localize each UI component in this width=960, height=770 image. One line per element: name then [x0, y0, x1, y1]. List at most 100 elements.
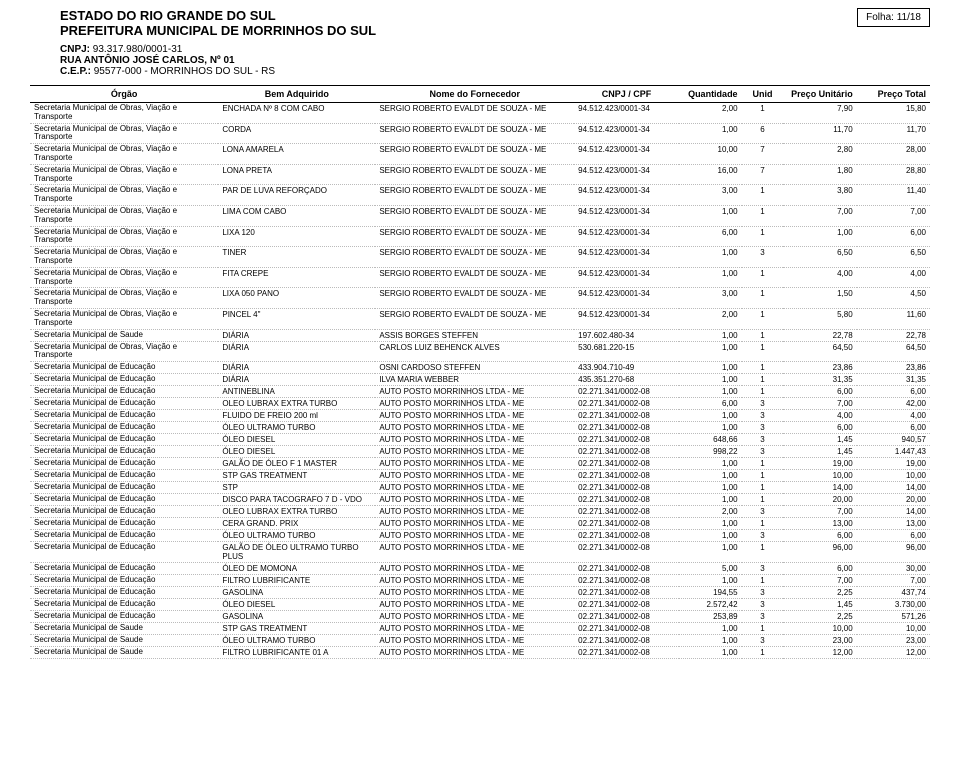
cell-unid: 1: [742, 267, 784, 288]
cell-bem: ÓLEO DE MOMONA: [218, 563, 375, 575]
cell-pu: 7,00: [783, 398, 856, 410]
cell-fornecedor: OSNI CARDOSO STEFFEN: [375, 362, 574, 374]
cell-qtd: 6,00: [679, 398, 742, 410]
cell-orgao: Secretaria Municipal de Educação: [30, 482, 218, 494]
cell-orgao: Secretaria Municipal de Educação: [30, 563, 218, 575]
cell-pt: 96,00: [857, 542, 930, 563]
cell-fornecedor: AUTO POSTO MORRINHOS LTDA - ME: [375, 470, 574, 482]
cell-fornecedor: AUTO POSTO MORRINHOS LTDA - ME: [375, 575, 574, 587]
cell-unid: 3: [742, 446, 784, 458]
cell-bem: LIXA 050 PANO: [218, 288, 375, 309]
cell-pu: 4,00: [783, 410, 856, 422]
cell-pu: 64,50: [783, 341, 856, 362]
cell-pu: 2,25: [783, 611, 856, 623]
cell-cnpj: 02.271.341/0002-08: [574, 386, 679, 398]
cell-qtd: 1,00: [679, 386, 742, 398]
cell-bem: DIÁRIA: [218, 362, 375, 374]
cell-unid: 3: [742, 422, 784, 434]
cell-orgao: Secretaria Municipal de Educação: [30, 470, 218, 482]
cell-fornecedor: AUTO POSTO MORRINHOS LTDA - ME: [375, 542, 574, 563]
cell-pu: 19,00: [783, 458, 856, 470]
cell-cnpj: 02.271.341/0002-08: [574, 494, 679, 506]
cell-qtd: 10,00: [679, 144, 742, 165]
cell-pu: 31,35: [783, 374, 856, 386]
cell-pt: 31,35: [857, 374, 930, 386]
cell-unid: 1: [742, 542, 784, 563]
cell-pt: 42,00: [857, 398, 930, 410]
cell-pt: 6,50: [857, 247, 930, 268]
table-row: Secretaria Municipal de EducaçãoÓLEO DIE…: [30, 446, 930, 458]
cell-unid: 3: [742, 434, 784, 446]
cell-fornecedor: AUTO POSTO MORRINHOS LTDA - ME: [375, 494, 574, 506]
cell-bem: ÓLEO ULTRAMO TURBO: [218, 635, 375, 647]
table-row: Secretaria Municipal de SaudeFILTRO LUBR…: [30, 647, 930, 659]
cell-unid: 1: [742, 575, 784, 587]
cell-bem: DISCO PARA TACOGRAFO 7 D - VDO: [218, 494, 375, 506]
cell-orgao: Secretaria Municipal de Educação: [30, 611, 218, 623]
cell-fornecedor: AUTO POSTO MORRINHOS LTDA - ME: [375, 563, 574, 575]
cell-bem: ÓLEO DIESEL: [218, 599, 375, 611]
table-row: Secretaria Municipal de EducaçãoÓLEO DIE…: [30, 599, 930, 611]
cell-qtd: 1,00: [679, 329, 742, 341]
cep-value: 95577-000: [94, 66, 142, 77]
table-row: Secretaria Municipal de Obras, Viação e …: [30, 103, 930, 124]
cell-pt: 11,70: [857, 123, 930, 144]
cell-bem: STP: [218, 482, 375, 494]
table-row: Secretaria Municipal de EducaçãoOLEO LUB…: [30, 398, 930, 410]
cell-orgao: Secretaria Municipal de Educação: [30, 458, 218, 470]
cell-unid: 6: [742, 123, 784, 144]
table-row: Secretaria Municipal de EducaçãoGALÃO DE…: [30, 458, 930, 470]
cell-pu: 6,50: [783, 247, 856, 268]
cell-bem: DIÁRIA: [218, 329, 375, 341]
cell-pt: 20,00: [857, 494, 930, 506]
cell-bem: ENCHADA Nº 8 COM CABO: [218, 103, 375, 124]
cell-qtd: 648,66: [679, 434, 742, 446]
cell-orgao: Secretaria Municipal de Obras, Viação e …: [30, 267, 218, 288]
cell-qtd: 1,00: [679, 458, 742, 470]
cell-pt: 23,86: [857, 362, 930, 374]
cell-orgao: Secretaria Municipal de Obras, Viação e …: [30, 185, 218, 206]
cell-fornecedor: SERGIO ROBERTO EVALDT DE SOUZA - ME: [375, 144, 574, 165]
table-row: Secretaria Municipal de EducaçãoSTPAUTO …: [30, 482, 930, 494]
cell-fornecedor: AUTO POSTO MORRINHOS LTDA - ME: [375, 587, 574, 599]
table-header-row: Órgão Bem Adquirido Nome do Fornecedor C…: [30, 86, 930, 103]
table-row: Secretaria Municipal de EducaçãoSTP GAS …: [30, 470, 930, 482]
cell-fornecedor: SERGIO ROBERTO EVALDT DE SOUZA - ME: [375, 164, 574, 185]
cell-orgao: Secretaria Municipal de Educação: [30, 374, 218, 386]
estado: ESTADO DO RIO GRANDE DO SUL: [60, 8, 900, 23]
cell-pu: 2,80: [783, 144, 856, 165]
cell-bem: PINCEL 4": [218, 308, 375, 329]
cell-pt: 12,00: [857, 647, 930, 659]
cell-pu: 7,90: [783, 103, 856, 124]
cell-fornecedor: SERGIO ROBERTO EVALDT DE SOUZA - ME: [375, 103, 574, 124]
cell-orgao: Secretaria Municipal de Educação: [30, 398, 218, 410]
cell-orgao: Secretaria Municipal de Obras, Viação e …: [30, 288, 218, 309]
cell-qtd: 1,00: [679, 267, 742, 288]
page-header: Folha: 11/18 ESTADO DO RIO GRANDE DO SUL…: [0, 0, 960, 81]
table-row: Secretaria Municipal de EducaçãoGALÃO DE…: [30, 542, 930, 563]
table-row: Secretaria Municipal de Obras, Viação e …: [30, 123, 930, 144]
cell-orgao: Secretaria Municipal de Educação: [30, 422, 218, 434]
folha-value: 11/18: [897, 12, 921, 23]
table-row: Secretaria Municipal de EducaçãoÓLEO ULT…: [30, 530, 930, 542]
cell-fornecedor: CARLOS LUIZ BEHENCK ALVES: [375, 341, 574, 362]
cell-orgao: Secretaria Municipal de Obras, Viação e …: [30, 123, 218, 144]
cell-pu: 1,45: [783, 434, 856, 446]
cell-pt: 437,74: [857, 587, 930, 599]
cell-qtd: 16,00: [679, 164, 742, 185]
table-row: Secretaria Municipal de EducaçãoFLUIDO D…: [30, 410, 930, 422]
cell-fornecedor: SERGIO ROBERTO EVALDT DE SOUZA - ME: [375, 247, 574, 268]
cell-unid: 1: [742, 185, 784, 206]
cell-fornecedor: SERGIO ROBERTO EVALDT DE SOUZA - ME: [375, 185, 574, 206]
cell-pu: 11,70: [783, 123, 856, 144]
cell-pu: 6,00: [783, 563, 856, 575]
cell-pt: 6,00: [857, 226, 930, 247]
cell-pu: 4,00: [783, 267, 856, 288]
cell-pu: 6,00: [783, 422, 856, 434]
cell-pu: 7,00: [783, 205, 856, 226]
cell-cnpj: 94.512.423/0001-34: [574, 247, 679, 268]
table-row: Secretaria Municipal de Obras, Viação e …: [30, 247, 930, 268]
table-row: Secretaria Municipal de EducaçãoÓLEO ULT…: [30, 422, 930, 434]
cell-pt: 10,00: [857, 623, 930, 635]
cell-unid: 1: [742, 329, 784, 341]
